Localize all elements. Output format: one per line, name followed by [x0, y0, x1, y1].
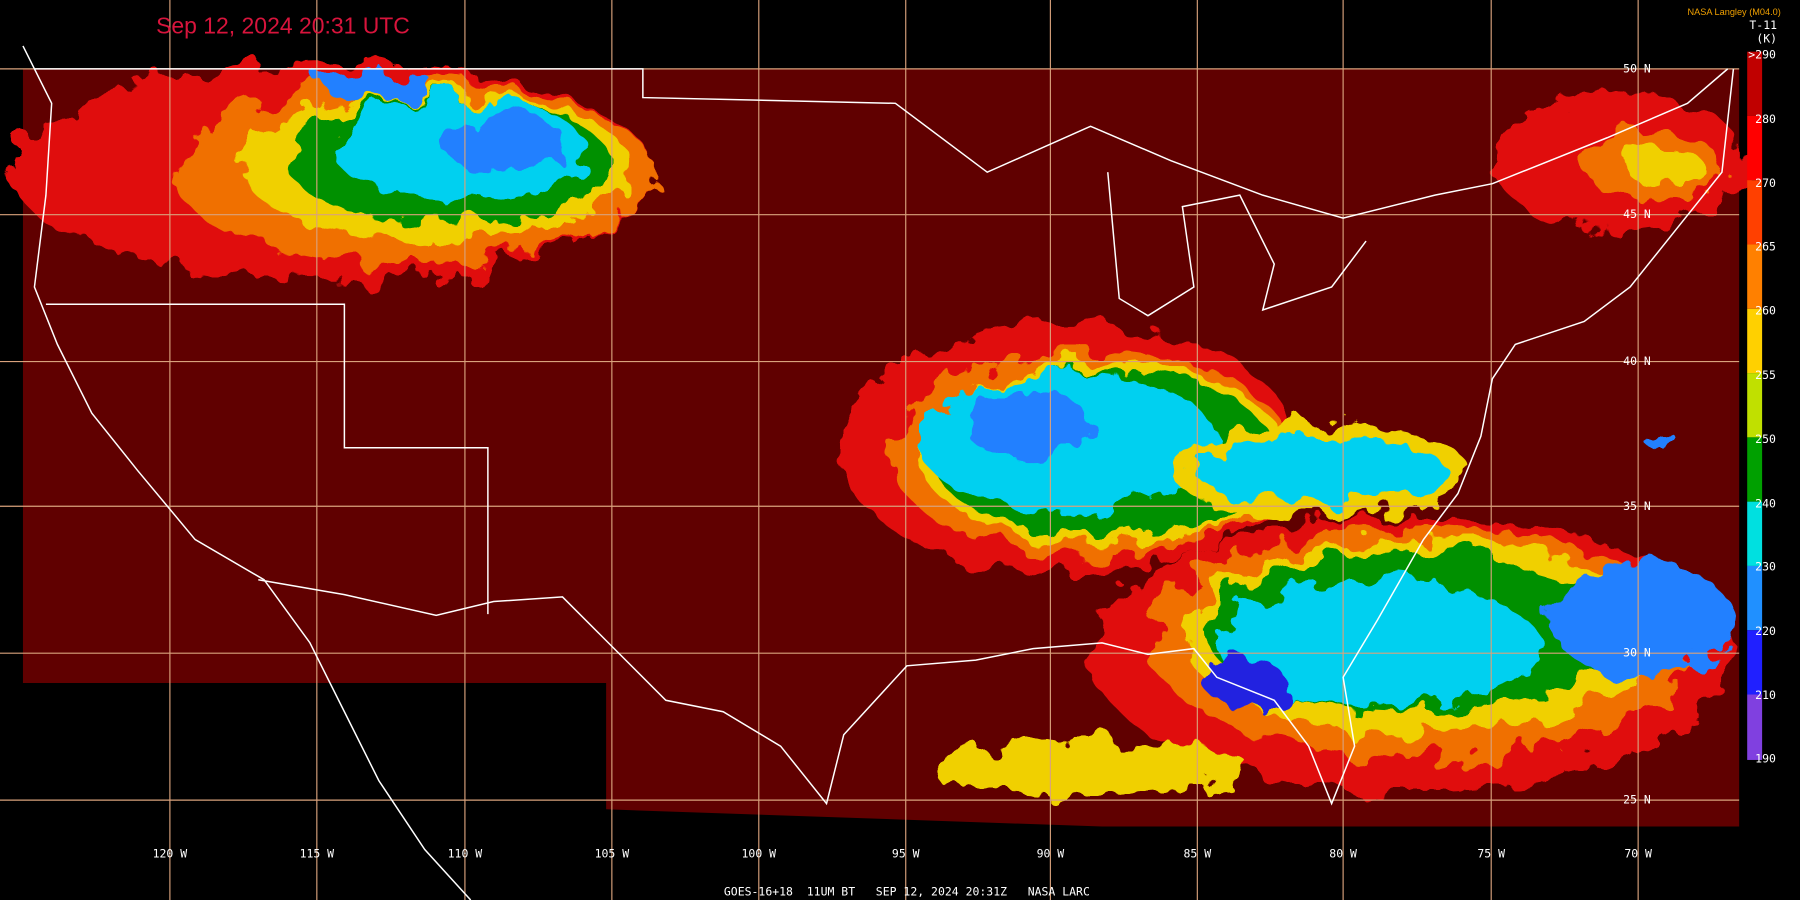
longitude-label: 105 W: [595, 847, 630, 861]
longitude-labels: 120 W 115 W 110 W 105 W 100 W 95 W 90 W 85 W 80 …: [153, 847, 1652, 861]
clouds: [11, 63, 1745, 798]
latitude-label: 40 N: [1623, 354, 1651, 368]
colorbar-label: 230: [1755, 560, 1776, 574]
colorbar-label: 280: [1755, 112, 1776, 126]
latitude-label: 50 N: [1623, 61, 1651, 75]
colorbar-label: 250: [1755, 432, 1776, 446]
longitude-label: 110 W: [448, 847, 483, 861]
colorbar-label: 260: [1755, 304, 1776, 318]
cloud-central: [838, 321, 1470, 574]
latitude-label: 30 N: [1623, 646, 1651, 660]
cloud-northwest: [11, 63, 655, 282]
longitude-label: 70 W: [1624, 847, 1652, 861]
longitude-label: 115 W: [300, 847, 335, 861]
footer: GOES-16+18 11UM BT SEP 12, 2024 20:31Z N…: [724, 884, 1090, 898]
longitude-label: 90 W: [1037, 847, 1065, 861]
longitude-label: 100 W: [742, 847, 777, 861]
colorbar-label: 270: [1755, 176, 1776, 190]
cloud-southeast: [929, 516, 1734, 798]
latitude-label: 25 N: [1623, 793, 1651, 807]
longitude-label: 95 W: [892, 847, 920, 861]
longitude-label: 80 W: [1329, 847, 1357, 861]
timestamp-title: Sep 12, 2024 20:31 UTC: [156, 13, 410, 39]
colorbar-label: 190: [1755, 751, 1776, 765]
latitude-label: 45 N: [1623, 207, 1651, 221]
colorbar-channel: T-11: [1749, 18, 1777, 32]
colorbar-label: 240: [1755, 496, 1776, 510]
graticule: [0, 0, 1740, 900]
longitude-label: 75 W: [1477, 847, 1505, 861]
latitude-label: 35 N: [1623, 499, 1651, 513]
colorbar: [1747, 51, 1763, 760]
colorbar-label: 220: [1755, 624, 1776, 638]
borders: [22, 45, 1735, 900]
longitude-label: 120 W: [153, 847, 188, 861]
colorbar-label: 265: [1755, 239, 1776, 253]
colorbar-unit: (K): [1756, 32, 1777, 46]
colorbar-label: >290: [1748, 48, 1776, 62]
cloud-northeast: [1492, 91, 1745, 447]
colorbar-label: 210: [1755, 688, 1776, 702]
colorbar-label: 255: [1755, 368, 1776, 382]
longitude-label: 85 W: [1184, 847, 1212, 861]
credit: NASA Langley (M04.0): [1688, 7, 1781, 17]
latitude-labels: 50 N 45 N 40 N 35 N 30 N 25 N: [1623, 61, 1651, 806]
colorbar-labels: >290 280 270 265 260 255 250 240 230 220 210 190: [1748, 48, 1776, 766]
